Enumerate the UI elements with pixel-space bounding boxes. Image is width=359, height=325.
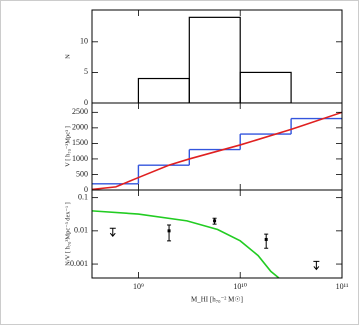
error-bar <box>264 233 269 249</box>
y-tick-label: 0.001 <box>70 259 88 268</box>
x-tick-label: 10¹¹ <box>336 282 349 291</box>
y-axis-title: N <box>64 54 71 59</box>
y-tick-label: 10 <box>80 37 88 46</box>
x-tick-label: 10⁹ <box>133 282 144 291</box>
point <box>213 219 217 223</box>
y-tick-label: 500 <box>76 169 88 178</box>
y-tick-label: 2500 <box>72 107 88 116</box>
y-tick-label: 0 <box>84 185 88 194</box>
y-tick-label: 2000 <box>72 123 88 132</box>
upper-limit <box>313 260 320 271</box>
x-axis-title: M_HI [h₇₀⁻² M☉] <box>191 296 243 304</box>
plot-area <box>92 111 342 190</box>
point <box>167 229 171 233</box>
y-axis-title: N/V [ h₇₀³Mpc⁻³ dex⁻¹ ] <box>64 202 71 266</box>
y-tick-label: 1500 <box>72 138 88 147</box>
upper-limit <box>109 227 116 238</box>
bar <box>239 71 292 103</box>
y-tick-label: 5 <box>84 67 88 76</box>
plot-area <box>92 210 320 278</box>
point <box>264 237 268 241</box>
y-tick-label: 0.1 <box>78 192 88 201</box>
error-bar <box>167 224 172 242</box>
curve <box>92 210 280 278</box>
y-axis-title: V [ h₇₀⁻³Mpc³ ] <box>64 126 71 167</box>
y-tick-label: 0 <box>84 98 88 107</box>
x-tick-label: 10¹⁰ <box>233 282 247 291</box>
y-tick-label: 0.01 <box>74 226 88 235</box>
curve <box>92 111 342 190</box>
y-tick-label: 1000 <box>72 154 88 163</box>
bar <box>188 16 241 103</box>
panel-frame <box>91 189 343 279</box>
